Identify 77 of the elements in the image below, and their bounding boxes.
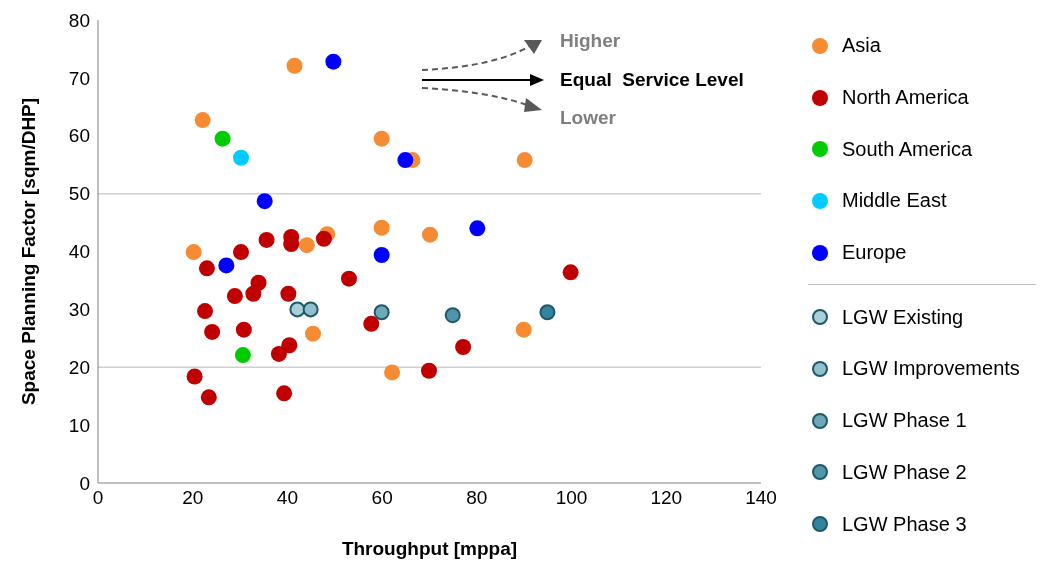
point [305, 325, 321, 342]
point [469, 220, 486, 237]
legend-label: LGW Phase 2 [842, 460, 967, 484]
point [186, 368, 203, 385]
point [235, 321, 252, 338]
legend-label: LGW Phase 3 [842, 512, 967, 536]
annotation: Lower [560, 107, 616, 129]
point [515, 321, 532, 338]
point [218, 257, 235, 274]
x-tick-label: 20 [182, 487, 204, 509]
y-tick-label: 70 [68, 67, 90, 89]
x-tick-label: 40 [276, 487, 298, 509]
legend-label: LGW Phase 1 [842, 409, 967, 433]
x-tick-label: 120 [650, 487, 683, 509]
legend-label: North America [842, 86, 969, 110]
point [276, 385, 293, 402]
point [397, 152, 414, 169]
point [256, 193, 273, 210]
point [562, 264, 579, 281]
point [373, 219, 390, 236]
annotation: Equal Service Level [560, 69, 744, 91]
y-tick-label: 30 [68, 299, 90, 321]
point [281, 337, 298, 354]
point [302, 301, 319, 318]
point [280, 285, 297, 302]
y-tick-label: 50 [68, 183, 90, 205]
x-axis-title: Throughput [mppa] [341, 538, 518, 559]
point [286, 57, 303, 74]
point [226, 288, 243, 305]
point [270, 345, 287, 362]
x-tick-label: 0 [92, 487, 104, 509]
point [197, 303, 214, 320]
point [421, 226, 438, 243]
legend-label: Asia [842, 34, 881, 58]
annotation: Higher [560, 30, 621, 52]
point [258, 231, 275, 248]
legend-label: South America [842, 137, 973, 161]
y-tick-label: 80 [68, 9, 90, 31]
y-tick-label: 40 [68, 241, 90, 263]
y-tick-label: 20 [68, 356, 90, 378]
point [198, 260, 215, 277]
point [204, 323, 221, 340]
point [384, 364, 401, 381]
point [373, 304, 390, 321]
point [214, 130, 231, 147]
point [233, 149, 250, 166]
x-tick-label: 80 [466, 487, 488, 509]
y-tick-label: 60 [68, 125, 90, 147]
point [194, 112, 211, 129]
legend-label: LGW Existing [842, 305, 964, 329]
point [421, 362, 438, 379]
y-axis-title: Space Planning Factor [sqm/DHP] [17, 97, 39, 406]
legend-label: Europe [842, 241, 907, 265]
point [325, 53, 342, 70]
legend-label: LGW Improvements [842, 357, 1020, 381]
x-tick-label: 60 [371, 487, 393, 509]
point [373, 130, 390, 147]
point [340, 270, 357, 287]
point [373, 246, 390, 263]
point [234, 347, 251, 364]
point [363, 315, 380, 332]
point [200, 389, 217, 406]
point [233, 244, 250, 261]
point [315, 230, 332, 247]
x-tick-label: 100 [555, 487, 588, 509]
point [298, 237, 315, 254]
legend-label: Middle East [842, 189, 947, 213]
point [516, 152, 533, 169]
y-tick-label: 0 [79, 472, 90, 494]
point [289, 301, 306, 318]
point [539, 304, 556, 321]
point [444, 307, 461, 324]
x-tick-label: 140 [745, 487, 777, 509]
point [455, 338, 472, 355]
y-tick-label: 10 [68, 414, 90, 436]
point [245, 285, 262, 302]
point [185, 244, 202, 261]
